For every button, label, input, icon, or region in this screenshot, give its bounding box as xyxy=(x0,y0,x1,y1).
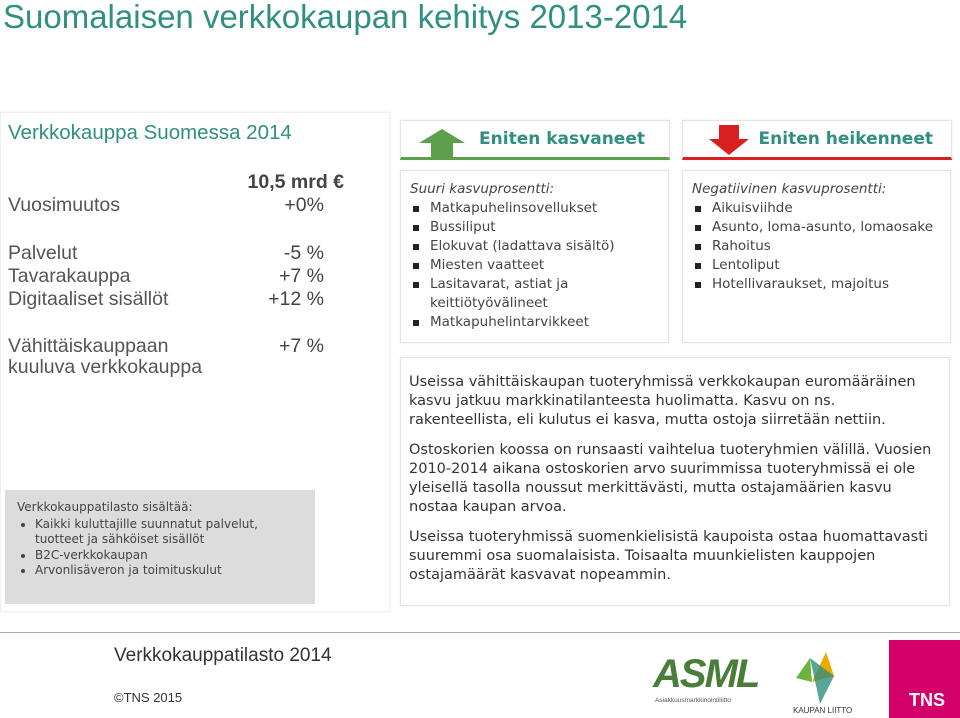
commentary: Useissa vähittäiskaupan tuoteryhmissä ve… xyxy=(400,357,950,606)
row-label: Vuosimuutos xyxy=(8,194,121,216)
row-value: +0% xyxy=(284,194,324,216)
declined-intro: Negatiivinen kasvuprosentti: xyxy=(692,181,887,197)
grown-list: Matkapuhelinsovellukset Bussiliput Elokuva… xyxy=(410,199,668,332)
grown-intro: Suuri kasvuprosentti: xyxy=(410,181,555,197)
grown-header: Eniten kasvaneet xyxy=(400,120,670,160)
note: Verkkokauppatilasto sisältää: Kaikki kul… xyxy=(17,500,307,579)
row-label: Vähittäiskauppaan kuuluva verkkokauppa xyxy=(8,335,203,378)
summary-panel xyxy=(0,112,390,612)
paragraph: Useissa tuoteryhmissä suomenkielisistä k… xyxy=(409,529,928,583)
note-box xyxy=(5,490,315,604)
row-label: Tavarakauppa xyxy=(8,265,131,287)
note-item: Arvonlisäveron ja toimituskulut xyxy=(35,563,307,579)
copyright: ©TNS 2015 xyxy=(114,690,183,705)
declined-item: Lentoliput xyxy=(692,256,950,275)
row-value: +12 % xyxy=(268,288,324,310)
grown-item: Elokuvat (ladattava sisältö) xyxy=(410,237,668,256)
asml-sub: Asiakkuusmarkkinointiliitto xyxy=(655,697,731,704)
grown-item: Lasitavarat, astiat ja keittiötyövälinee… xyxy=(410,275,668,313)
declined-box: Negatiivinen kasvuprosentti: Aikuisviihd… xyxy=(682,170,951,343)
up-arrow xyxy=(419,129,465,157)
note-item: B2C-verkkokaupan xyxy=(35,548,307,564)
declined-header: Eniten heikenneet xyxy=(682,120,952,160)
paragraph: Ostoskorien koossa on runsaasti vaihtelu… xyxy=(409,442,932,515)
report-name: Verkkokauppatilasto 2014 xyxy=(114,645,332,666)
declined-list: Aikuisviihde Asunto, loma-asunto, lomaosa… xyxy=(692,199,950,294)
down-arrow xyxy=(709,125,749,155)
declined-item: Aikuisviihde xyxy=(692,199,950,218)
paragraph: Useissa vähittäiskaupan tuoteryhmissä ve… xyxy=(409,374,916,428)
row-label: Digitaaliset sisällöt xyxy=(8,288,169,310)
declined-item: Asunto, loma-asunto, lomaosake xyxy=(692,218,950,237)
footer-rule xyxy=(0,632,960,633)
row-value: -5 % xyxy=(283,242,324,264)
tns-logo: TNS xyxy=(889,640,960,718)
grown-item: Bussiliput xyxy=(410,218,668,237)
grown-item: Miesten vaatteet xyxy=(410,256,668,275)
note-list: Kaikki kuluttajille suunnatut palvelut, … xyxy=(17,517,307,579)
row-label: Palvelut xyxy=(8,242,78,264)
asml-logo: ASML xyxy=(653,652,760,696)
total: 10,5 mrd € xyxy=(247,171,344,193)
grown-item: Matkapuhelinsovellukset xyxy=(410,199,668,218)
kaupan-liitto-mark xyxy=(796,652,834,704)
note-heading: Verkkokauppatilasto sisältää: xyxy=(17,500,193,514)
row-value: +7 % xyxy=(279,335,324,357)
declined-item: Rahoitus xyxy=(692,237,950,256)
declined-heading: Eniten heikenneet xyxy=(758,129,933,149)
summary-heading: Verkkokauppa Suomessa 2014 xyxy=(8,121,292,144)
title: Suomalaisen verkkokaupan kehitys 2013-20… xyxy=(3,0,688,35)
kaupan-liitto: KAUPAN LIITTO xyxy=(793,706,853,715)
note-item: Kaikki kuluttajille suunnatut palvelut, … xyxy=(35,517,307,548)
tns-text: TNS xyxy=(909,690,945,710)
declined-item: Hotellivaraukset, majoitus xyxy=(692,275,950,294)
grown-item: Matkapuhelintarvikkeet xyxy=(410,313,668,332)
row-value: +7 % xyxy=(279,265,324,287)
grown-heading: Eniten kasvaneet xyxy=(479,129,645,149)
grown-box: Suuri kasvuprosentti: Matkapuhelinsovell… xyxy=(400,170,669,343)
